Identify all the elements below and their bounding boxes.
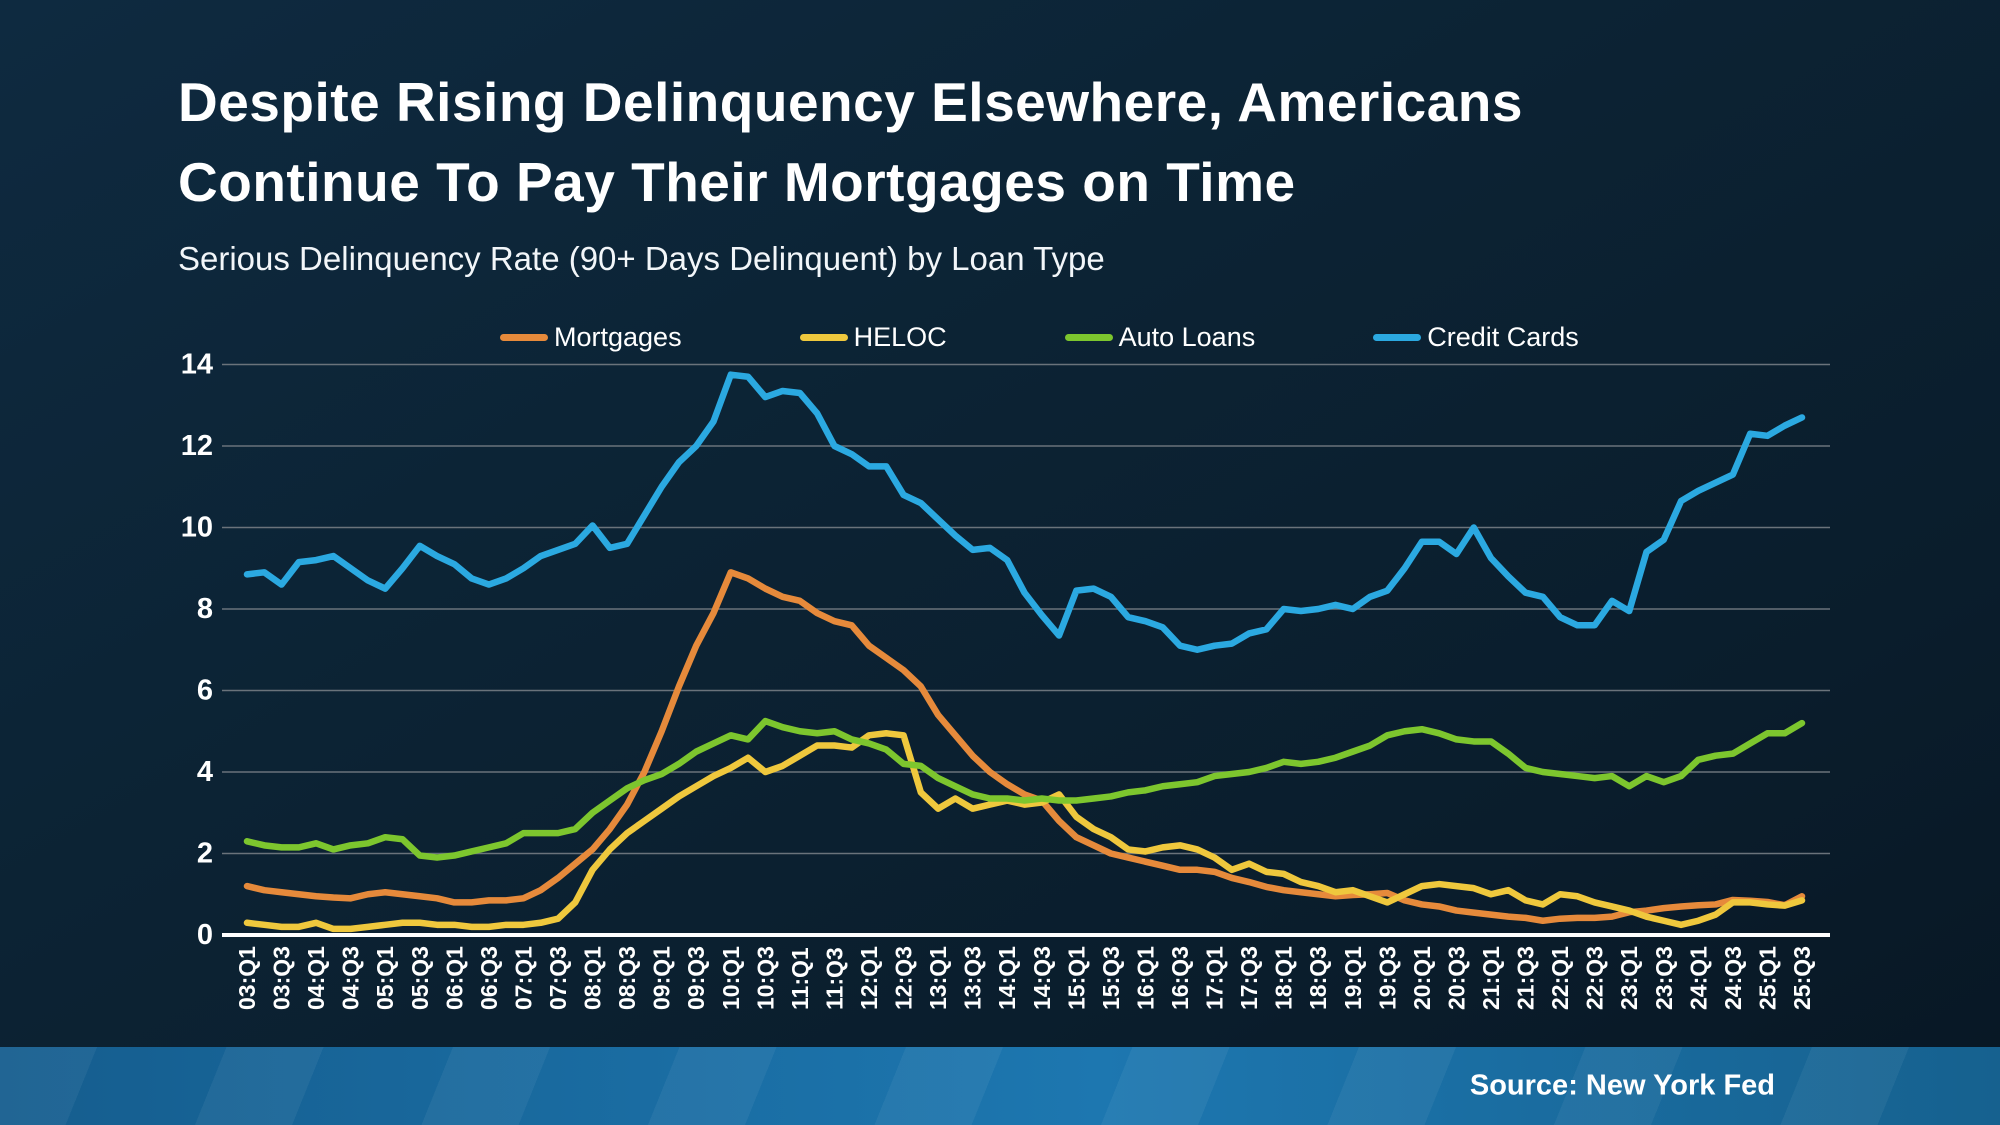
series-line-mortgages [243, 569, 1806, 924]
x-axis-tick-label: 05:Q1 [372, 946, 398, 1010]
x-axis-tick-label: 13:Q1 [925, 946, 951, 1010]
x-axis-tick-label: 13:Q3 [960, 946, 986, 1010]
x-axis-tick-label: 19:Q1 [1340, 946, 1366, 1010]
x-axis-tick-label: 23:Q3 [1651, 946, 1677, 1010]
x-axis-tick-label: 04:Q1 [303, 946, 329, 1010]
legend-label: Mortgages [554, 322, 682, 352]
x-axis-tick-label: 25:Q3 [1789, 946, 1815, 1010]
x-axis-tick-label: 16:Q3 [1167, 946, 1193, 1010]
x-axis-tick-label: 20:Q1 [1409, 946, 1435, 1010]
footer-bar: Source: New York Fed [0, 1047, 2000, 1125]
page-title-line2: Continue To Pay Their Mortgages on Time [178, 151, 1296, 213]
x-axis-tick-label: 20:Q3 [1443, 946, 1469, 1010]
x-axis-tick-label: 21:Q1 [1478, 946, 1504, 1010]
x-axis-tick-label: 08:Q1 [580, 946, 606, 1010]
legend-dash-icon [1373, 334, 1422, 341]
x-axis-tick-label: 09:Q3 [683, 946, 709, 1010]
x-axis-tick-label: 21:Q3 [1513, 946, 1539, 1010]
x-axis-tick-label: 23:Q1 [1616, 946, 1642, 1010]
y-axis-tick-label: 10 [181, 512, 213, 544]
x-axis-tick-label: 12:Q1 [856, 946, 882, 1010]
x-axis-tick-label: 12:Q3 [891, 946, 917, 1010]
x-axis-tick-label: 11:Q3 [821, 947, 847, 1010]
chart-legend: Mortgages HELOC Auto Loans Credit Cards [500, 322, 1579, 353]
source-attribution: Source: New York Fed [1469, 1069, 1775, 1102]
legend-dash-icon [799, 334, 848, 341]
y-axis-tick-label: 12 [181, 430, 213, 462]
x-axis-tick-label: 11:Q1 [787, 947, 813, 1010]
x-axis-tick-label: 16:Q1 [1132, 946, 1158, 1010]
x-axis-tick-label: 07:Q3 [545, 946, 571, 1010]
x-axis-tick-label: 14:Q3 [1029, 946, 1055, 1010]
x-axis-tick-label: 17:Q1 [1202, 946, 1228, 1010]
x-axis-tick-label: 17:Q3 [1236, 946, 1262, 1010]
x-axis-tick-label: 06:Q3 [476, 946, 502, 1010]
y-axis-tick-label: 0 [197, 919, 213, 951]
legend-label: HELOC [853, 322, 947, 352]
x-axis-tick-label: 22:Q3 [1582, 946, 1608, 1010]
x-axis-tick-label: 09:Q1 [649, 946, 675, 1010]
x-axis-tick-label: 03:Q1 [234, 946, 260, 1010]
series-line-heloc [243, 730, 1806, 933]
chart-subtitle: Serious Delinquency Rate (90+ Days Delin… [178, 240, 1105, 277]
x-axis-tick-label: 05:Q3 [407, 946, 433, 1010]
x-axis-tick-label: 22:Q1 [1547, 946, 1573, 1010]
x-axis-tick-label: 24:Q1 [1685, 946, 1711, 1010]
x-axis-tick-label: 10:Q3 [752, 946, 778, 1010]
legend-item-auto-loans: Auto Loans [1064, 322, 1256, 353]
x-axis-tick-label: 06:Q1 [441, 946, 467, 1010]
x-axis-tick-label: 04:Q3 [338, 946, 364, 1010]
x-axis-tick-label: 15:Q1 [1063, 946, 1089, 1010]
page-title-line1: Despite Rising Delinquency Elsewhere, Am… [178, 71, 1523, 133]
x-axis-tick-label: 14:Q1 [994, 946, 1020, 1010]
series-line-auto-loans [243, 717, 1806, 861]
x-axis-tick-label: 10:Q1 [718, 946, 744, 1010]
y-axis-tick-label: 2 [197, 838, 213, 870]
x-axis-tick-label: 19:Q3 [1374, 946, 1400, 1010]
x-axis-tick-label: 25:Q1 [1754, 946, 1780, 1010]
x-axis-tick-label: 24:Q3 [1720, 946, 1746, 1010]
y-axis-tick-label: 14 [181, 349, 213, 381]
x-axis-tick-label: 15:Q3 [1098, 946, 1124, 1010]
legend-item-heloc: HELOC [799, 322, 947, 353]
series-line-credit-cards [243, 371, 1806, 653]
legend-dash-icon [500, 334, 548, 341]
legend-item-mortgages: Mortgages [500, 322, 682, 353]
x-axis-tick-label: 03:Q3 [269, 946, 295, 1010]
legend-label: Credit Cards [1427, 322, 1579, 352]
x-axis-tick-label: 18:Q3 [1305, 946, 1331, 1010]
legend-dash-icon [1064, 334, 1113, 341]
y-axis-tick-label: 6 [197, 675, 213, 707]
legend-label: Auto Loans [1118, 322, 1256, 352]
title-block: Despite Rising Delinquency Elsewhere, Am… [178, 62, 1523, 278]
y-axis-tick-label: 8 [197, 593, 213, 625]
x-axis-tick-label: 08:Q3 [614, 946, 640, 1010]
legend-item-credit-cards: Credit Cards [1373, 322, 1579, 353]
y-axis-tick-label: 4 [197, 756, 213, 788]
x-axis-tick-label: 18:Q1 [1271, 946, 1297, 1010]
x-axis-tick-label: 07:Q1 [510, 946, 536, 1010]
